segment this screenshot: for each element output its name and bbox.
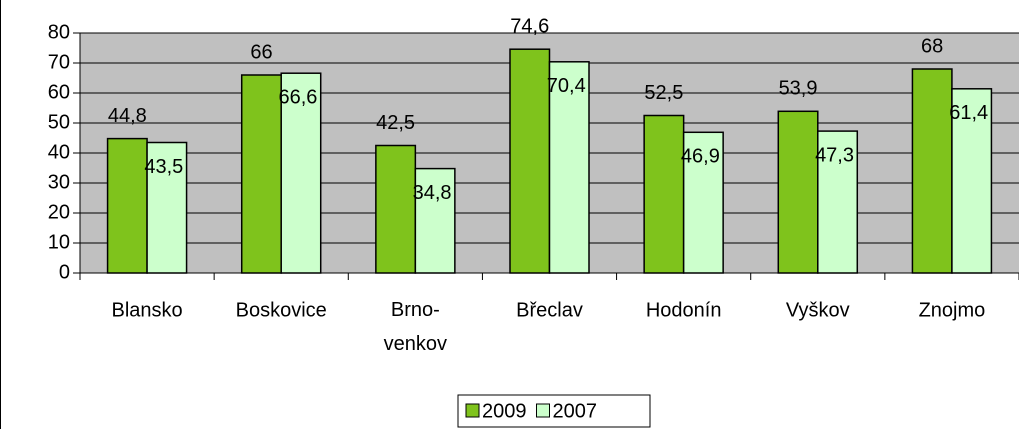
y-tick-label: 0	[59, 261, 70, 283]
y-tick-label: 60	[48, 81, 70, 103]
bar	[777, 110, 819, 274]
bar	[509, 48, 551, 274]
legend-label: 2009	[482, 400, 527, 422]
bar	[240, 74, 282, 274]
x-tick-label: Znojmo	[919, 299, 986, 321]
value-label: 52,5	[644, 82, 683, 104]
legend-swatch	[465, 403, 480, 418]
x-tick-label: Brno-venkov	[384, 299, 447, 355]
legend-swatch	[536, 403, 550, 418]
value-label: 68	[921, 35, 943, 57]
y-tick-label: 30	[48, 171, 70, 193]
y-tick-label: 10	[48, 231, 70, 253]
y-tick-label: 20	[48, 201, 70, 223]
value-label: 70,4	[547, 75, 586, 97]
value-label: 66	[250, 41, 272, 63]
y-tick-label: 50	[48, 111, 70, 133]
bar	[548, 61, 590, 274]
legend-label: 2007	[553, 400, 598, 422]
value-label: 53,9	[779, 78, 818, 100]
value-label: 46,9	[681, 146, 720, 168]
bar	[146, 141, 188, 274]
x-tick-label-line: Brno-	[391, 299, 440, 321]
bar	[643, 114, 685, 274]
value-label: 44,8	[108, 105, 147, 127]
value-label: 66,6	[278, 86, 317, 108]
x-tick-label: Vyškov	[786, 299, 850, 321]
y-tick-label: 70	[48, 51, 70, 73]
legend-box	[457, 394, 651, 428]
x-tick-label: Blansko	[111, 299, 182, 321]
bar	[682, 131, 724, 274]
x-tick-label-line: venkov	[384, 333, 447, 355]
x-tick-label: Boskovice	[236, 299, 327, 321]
value-label: 74,6	[510, 15, 549, 37]
x-tick-label: Hodonín	[646, 299, 722, 321]
x-tick-label: Břeclav	[516, 299, 583, 321]
value-label: 43,5	[144, 156, 183, 178]
bar	[106, 137, 148, 274]
bar	[951, 88, 993, 274]
y-tick-label: 80	[48, 21, 70, 43]
value-label: 47,3	[815, 144, 854, 166]
bar	[817, 130, 859, 274]
bar	[375, 144, 417, 274]
y-tick-label: 40	[48, 141, 70, 163]
value-label: 34,8	[413, 182, 452, 204]
bar	[911, 68, 953, 274]
value-label: 61,4	[949, 102, 988, 124]
value-label: 42,5	[376, 112, 415, 134]
